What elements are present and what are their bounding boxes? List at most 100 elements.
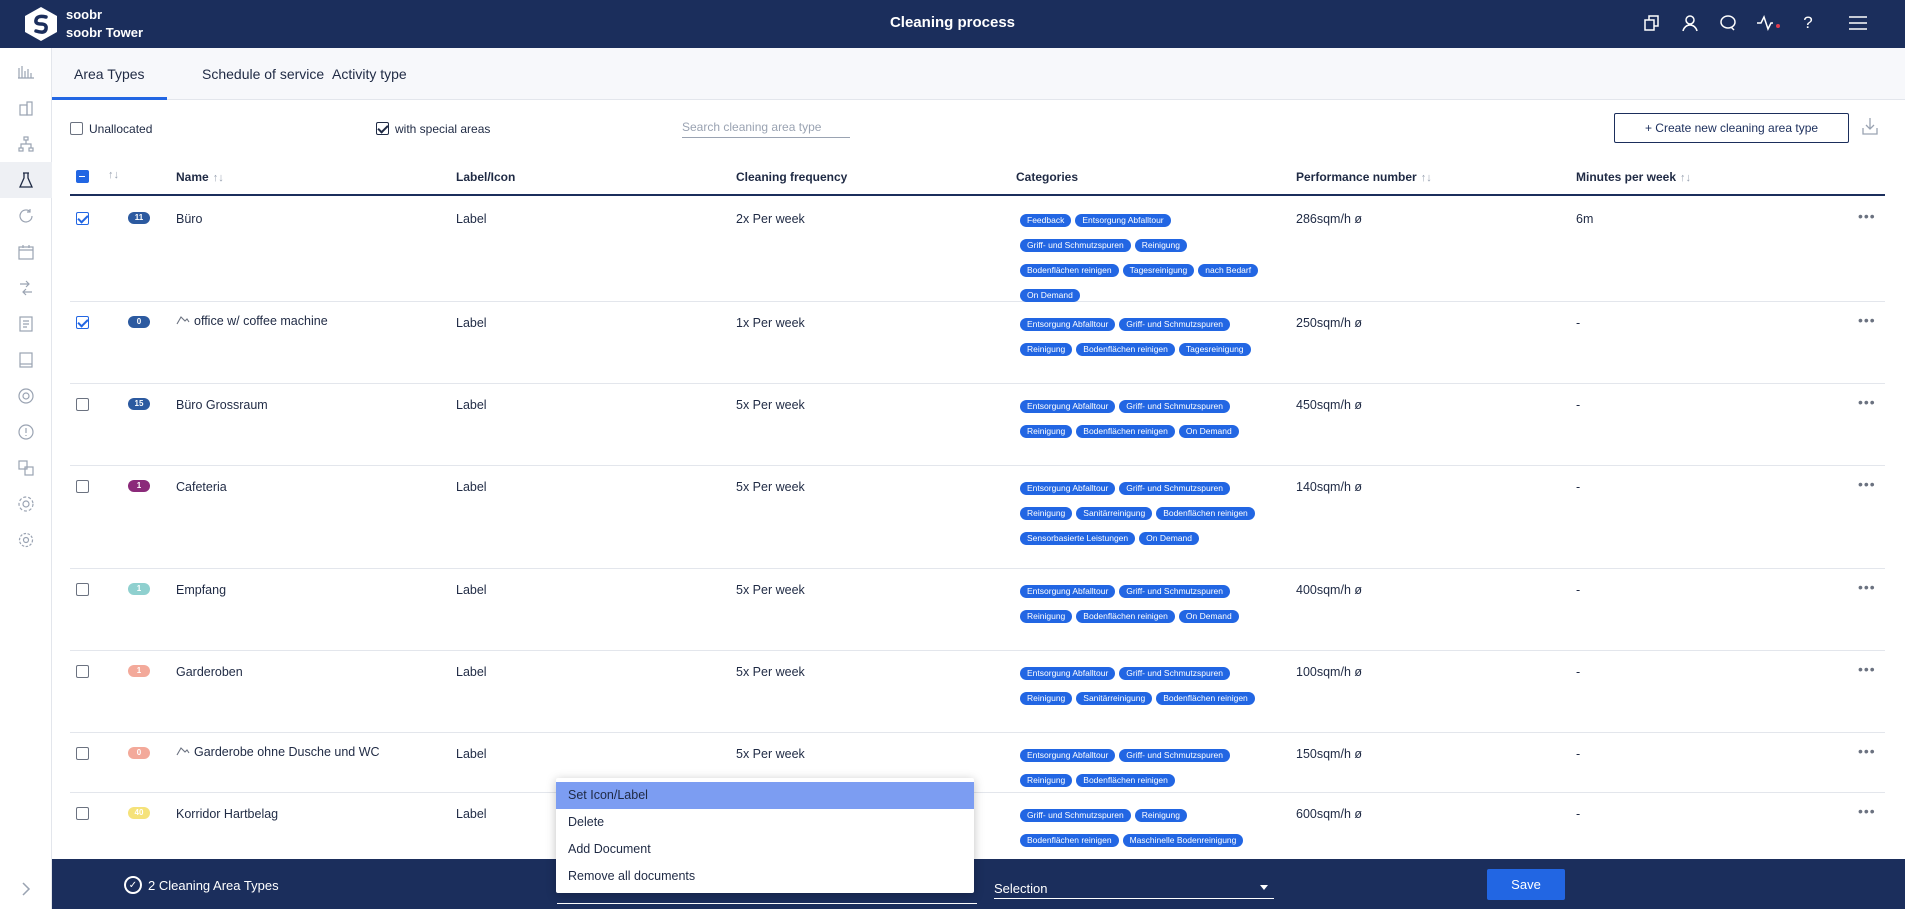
alert-icon[interactable] (0, 414, 52, 450)
area-name[interactable]: Büro (176, 212, 202, 226)
row-checkbox[interactable] (76, 480, 89, 493)
row-checkbox[interactable] (76, 583, 89, 596)
user-icon[interactable] (1679, 12, 1701, 34)
building-icon[interactable] (0, 90, 52, 126)
swap-icon[interactable] (0, 270, 52, 306)
category-tag: Maschinelle Bodenreinigung (1122, 834, 1244, 847)
area-name[interactable]: Garderoben (176, 665, 243, 679)
category-tag: Reinigung (1020, 610, 1073, 623)
category-tag: Griff- und Schmutzspuren (1119, 585, 1230, 598)
table-row[interactable]: 1 Empfang Label 5x Per week 400sqm/h ø - Entso… (70, 569, 1885, 651)
create-area-type-button[interactable]: + Create new cleaning area type (1614, 113, 1849, 143)
row-more-icon[interactable]: ••• (1858, 312, 1876, 328)
select-all-checkbox[interactable] (76, 170, 89, 183)
special-areas-filter[interactable]: with special areas (376, 120, 490, 138)
bar-chart-icon[interactable] (0, 54, 52, 90)
menu-icon[interactable] (1847, 12, 1869, 34)
category-tag: Sanitärreinigung (1076, 507, 1153, 520)
category-tag: Griff- und Schmutzspuren (1119, 749, 1230, 762)
category-tag: Griff- und Schmutzspuren (1020, 239, 1131, 252)
settings-icon[interactable] (0, 522, 52, 558)
row-checkbox[interactable] (76, 398, 89, 411)
row-checkbox[interactable] (76, 747, 89, 760)
tab-activity-type[interactable]: Activity type (332, 66, 407, 82)
tab-area-types[interactable]: Area Types (52, 48, 167, 100)
book-icon[interactable] (0, 342, 52, 378)
label-icon-cell: Label (456, 747, 487, 761)
row-checkbox[interactable] (76, 665, 89, 678)
chevron-down-icon (1260, 885, 1268, 890)
page-title: Cleaning process (889, 14, 1016, 31)
category-tag: Bodenflächen reinigen (1076, 343, 1175, 356)
category-tag: On Demand (1178, 425, 1239, 438)
chat-icon[interactable] (1717, 12, 1739, 34)
categories-cell: Entsorgung Abfalltour Griff- und Schmutzs… (1020, 663, 1270, 713)
search-input[interactable] (682, 116, 850, 138)
top-icons: ? (1641, 12, 1869, 34)
menu-item-add-document[interactable]: Add Document (568, 842, 651, 856)
table-row[interactable]: 15 Büro Grossraum Label 5x Per week 450sqm/h… (70, 384, 1885, 466)
document-icon[interactable] (0, 306, 52, 342)
header-minutes-per-week[interactable]: Minutes per week ↑↓ (1576, 170, 1692, 184)
area-name[interactable]: Empfang (176, 583, 226, 597)
users-gear-icon[interactable] (0, 486, 52, 522)
row-checkbox[interactable] (76, 316, 89, 329)
row-more-icon[interactable]: ••• (1858, 803, 1876, 819)
row-more-icon[interactable]: ••• (1858, 579, 1876, 595)
bulk-action-menu: Set Icon/Label Delete Add Document Remov… (556, 778, 974, 893)
performance-cell: 400sqm/h ø (1296, 583, 1363, 597)
table-row[interactable]: 0 office w/ coffee machine Label 1x Per wee… (70, 302, 1885, 384)
row-more-icon[interactable]: ••• (1858, 661, 1876, 677)
header-name[interactable]: Name ↑↓ (176, 170, 224, 184)
area-name[interactable]: office w/ coffee machine (176, 314, 328, 328)
menu-item-delete[interactable]: Delete (568, 815, 605, 829)
sort-count-icon[interactable]: ↑↓ (108, 169, 119, 181)
category-tag: Reinigung (1020, 692, 1073, 705)
menu-item-remove-all-documents[interactable]: Remove all documents (568, 869, 696, 883)
gauge-icon[interactable] (0, 378, 52, 414)
selection-dropdown[interactable]: Selection (994, 873, 1274, 899)
calendar-icon[interactable] (0, 234, 52, 270)
unallocated-filter[interactable]: Unallocated (70, 120, 152, 138)
minutes-per-week-cell: - (1576, 398, 1581, 412)
table-row[interactable]: 1 Garderoben Label 5x Per week 100sqm/h ø - En… (70, 651, 1885, 733)
hierarchy-icon[interactable] (0, 126, 52, 162)
header-categories: Categories (1016, 170, 1079, 184)
minutes-per-week-cell: - (1576, 665, 1581, 679)
row-more-icon[interactable]: ••• (1858, 476, 1876, 492)
copy-icon[interactable] (1641, 12, 1663, 34)
header-performance-number[interactable]: Performance number ↑↓ (1296, 170, 1432, 184)
table-row[interactable]: 1 Cafeteria Label 5x Per week 140sqm/h ø - Ent… (70, 466, 1885, 569)
table-row[interactable]: 40 Korridor Hartbelag Label 600sqm/h ø - Grif… (70, 793, 1885, 861)
save-button[interactable]: Save (1487, 869, 1565, 900)
row-checkbox[interactable] (76, 212, 89, 225)
tab-schedule-of-service[interactable]: Schedule of service (202, 66, 325, 82)
unallocated-checkbox[interactable] (70, 122, 83, 136)
export-icon[interactable] (1860, 116, 1884, 140)
category-tag: Entsorgung Abfalltour (1020, 482, 1116, 495)
row-more-icon[interactable]: ••• (1858, 743, 1876, 759)
menu-item-set-icon-label[interactable]: Set Icon/Label (556, 782, 974, 809)
special-areas-checkbox[interactable] (376, 122, 389, 136)
category-tag: Griff- und Schmutzspuren (1119, 318, 1230, 331)
brand: soobr soobr Tower (66, 6, 143, 42)
bulk-action-dropdown[interactable] (557, 903, 977, 904)
table-row[interactable]: 0 Garderobe ohne Dusche und WC Label 5x Per… (70, 733, 1885, 793)
activity-icon[interactable] (1755, 12, 1785, 34)
refresh-icon[interactable] (0, 198, 52, 234)
row-more-icon[interactable]: ••• (1858, 208, 1876, 224)
expand-sidebar-icon[interactable] (0, 874, 52, 904)
table-row[interactable]: 11 Büro Label 2x Per week 286sqm/h ø 6m Feedba… (70, 198, 1885, 302)
row-checkbox[interactable] (76, 807, 89, 820)
row-more-icon[interactable]: ••• (1858, 394, 1876, 410)
translate-icon[interactable] (0, 450, 52, 486)
area-name[interactable]: Garderobe ohne Dusche und WC (176, 745, 380, 759)
flask-icon[interactable] (0, 162, 52, 198)
category-tag: nach Bedarf (1198, 264, 1259, 277)
help-icon[interactable]: ? (1803, 13, 1813, 32)
minutes-per-week-cell: - (1576, 480, 1581, 494)
area-name[interactable]: Cafeteria (176, 480, 227, 494)
area-name[interactable]: Korridor Hartbelag (176, 807, 278, 821)
category-tag: Entsorgung Abfalltour (1020, 318, 1116, 331)
area-name[interactable]: Büro Grossraum (176, 398, 268, 412)
